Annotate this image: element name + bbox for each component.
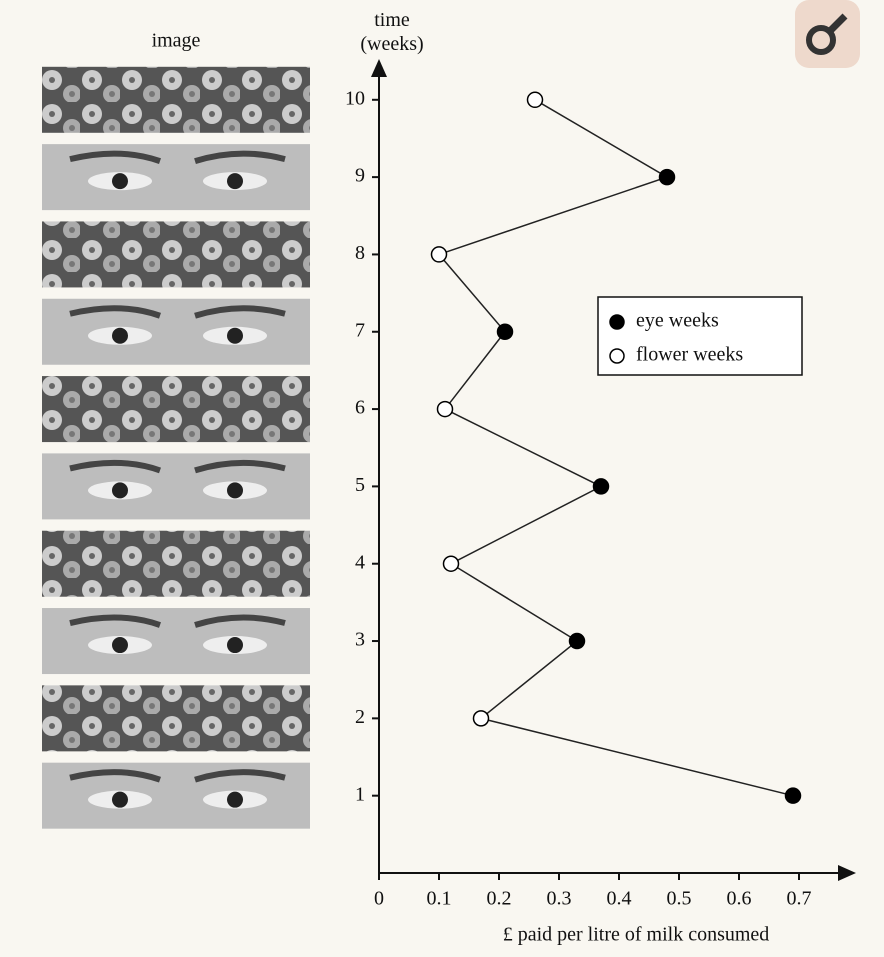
brow — [69, 769, 286, 783]
flower-image — [42, 530, 310, 597]
iris — [112, 327, 128, 344]
y-tick-label: 8 — [355, 242, 365, 264]
image-strip — [42, 608, 310, 675]
iris — [227, 791, 243, 808]
x-tick-label: 0.7 — [787, 888, 812, 910]
y-tick-label: 7 — [355, 319, 365, 341]
image-strip — [42, 376, 310, 443]
y-tick-label: 4 — [355, 551, 365, 573]
y-axis-label: time (weeks) — [360, 9, 424, 55]
flower-image — [42, 221, 310, 288]
point — [526, 91, 544, 109]
image-strip — [42, 685, 310, 752]
x-axis-arrow — [838, 865, 856, 881]
brow — [69, 459, 286, 474]
x-tick-label: 0.5 — [667, 888, 692, 910]
y-tick-label: 2 — [355, 706, 365, 728]
image-strip — [42, 221, 310, 288]
y-tick-label: 3 — [355, 629, 365, 651]
flower-image — [42, 685, 310, 752]
x-tick-label: 0.1 — [427, 888, 452, 910]
x-axis-label: £ paid per litre of milk consumed — [503, 924, 770, 946]
x-tick-label: 0.4 — [607, 888, 632, 910]
point — [658, 168, 676, 186]
point — [436, 400, 454, 418]
brow — [69, 614, 286, 628]
point — [568, 632, 586, 650]
y-tick-label: 9 — [355, 165, 365, 187]
y-tick-label: 5 — [355, 474, 365, 496]
point — [430, 246, 448, 263]
legend-marker — [609, 348, 625, 364]
point — [472, 710, 490, 727]
legend-marker — [609, 314, 625, 330]
point — [496, 323, 514, 341]
x-tick-label: 0 — [374, 888, 384, 910]
y-axis-arrow — [371, 59, 387, 77]
image-strip — [42, 298, 310, 365]
iris — [112, 637, 128, 654]
legend-label: flower weeks — [636, 344, 743, 366]
image-strip — [42, 453, 310, 520]
line — [437, 99, 794, 797]
image-strip — [42, 66, 310, 133]
x-tick-label: 0.6 — [727, 888, 752, 910]
x-tick-label: 0.2 — [487, 888, 512, 910]
iris — [227, 327, 243, 344]
image-column-label: image — [152, 30, 201, 52]
y-tick-label: 1 — [355, 783, 365, 805]
x-tick-label: 0.3 — [547, 888, 572, 910]
iris — [227, 482, 243, 499]
point — [442, 555, 460, 572]
icon — [795, 0, 860, 68]
point — [784, 787, 802, 804]
iris — [112, 482, 128, 499]
y-tick-label: 6 — [355, 397, 365, 419]
flower-image — [42, 66, 310, 133]
image-strip — [42, 144, 310, 211]
iris — [227, 173, 243, 190]
brow — [69, 150, 286, 164]
iris — [112, 791, 128, 808]
iris — [227, 637, 243, 654]
y-tick-label: 10 — [345, 87, 365, 109]
point — [592, 478, 610, 495]
legend-label: eye weeks — [636, 310, 719, 332]
iris — [112, 173, 128, 190]
image-strip — [42, 530, 310, 597]
flower-image — [42, 376, 310, 443]
image-strip — [42, 762, 310, 829]
brow — [69, 305, 286, 319]
legend-box — [597, 296, 803, 376]
